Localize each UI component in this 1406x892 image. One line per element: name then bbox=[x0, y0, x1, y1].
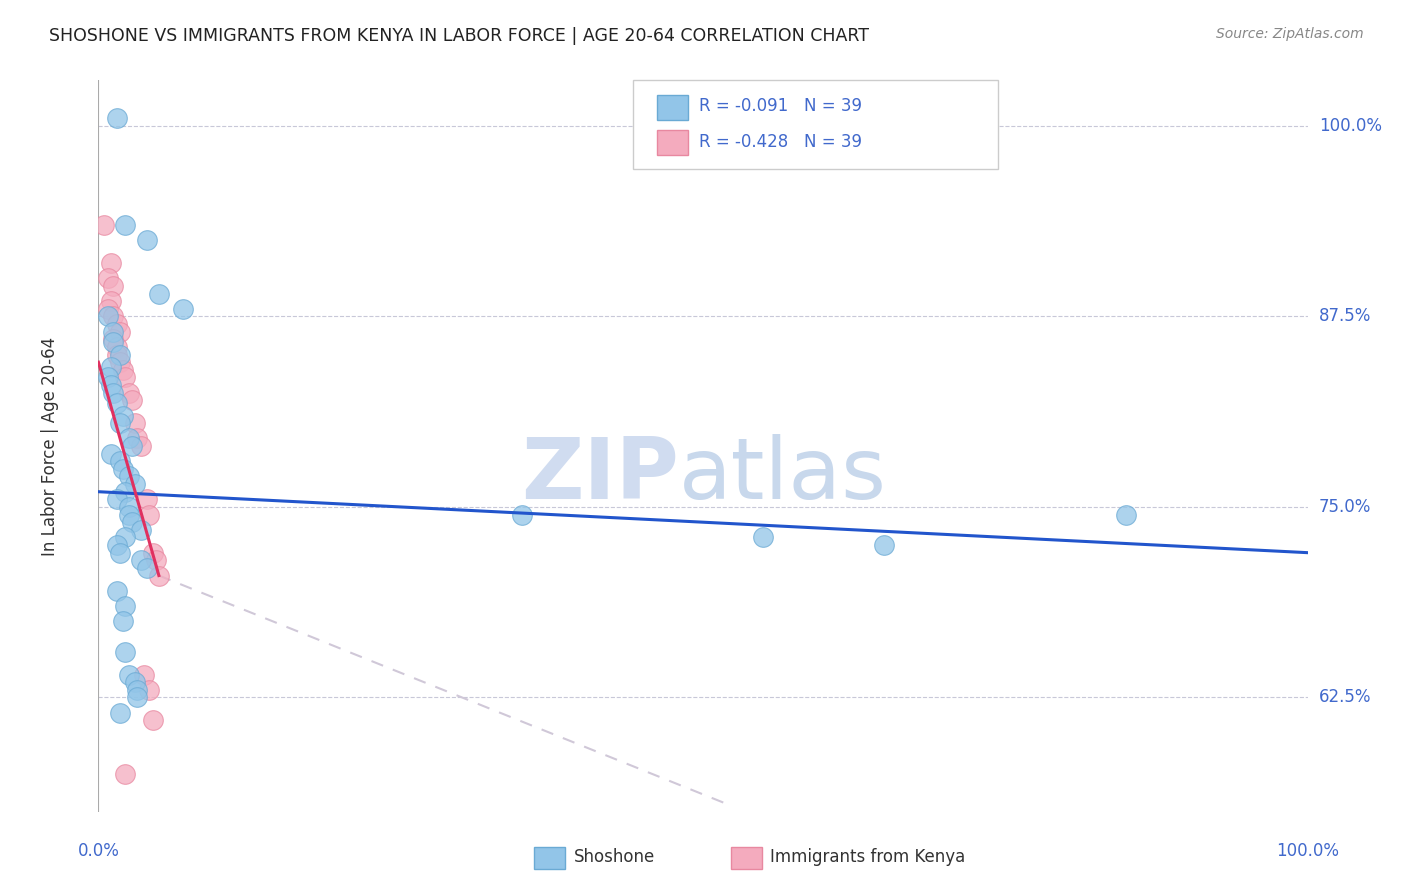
Point bbox=[105, 112, 128, 126]
Point bbox=[111, 614, 134, 628]
Point bbox=[111, 462, 134, 476]
Point bbox=[148, 568, 170, 582]
Point bbox=[127, 431, 149, 445]
Text: In Labor Force | Age 20-64: In Labor Force | Age 20-64 bbox=[41, 336, 59, 556]
Point bbox=[97, 301, 120, 316]
Text: atlas: atlas bbox=[679, 434, 887, 516]
Point bbox=[114, 370, 136, 384]
Point bbox=[105, 492, 128, 507]
Point bbox=[124, 675, 146, 690]
Point bbox=[121, 515, 143, 529]
Point bbox=[118, 431, 141, 445]
Point bbox=[114, 645, 136, 659]
Point bbox=[138, 682, 160, 697]
Point bbox=[97, 310, 120, 324]
Point bbox=[1115, 508, 1137, 522]
Text: Source: ZipAtlas.com: Source: ZipAtlas.com bbox=[1216, 27, 1364, 41]
Point bbox=[111, 363, 134, 377]
Point bbox=[105, 583, 128, 598]
Text: Immigrants from Kenya: Immigrants from Kenya bbox=[770, 848, 966, 866]
Point bbox=[101, 385, 124, 400]
Point bbox=[105, 340, 128, 354]
Point bbox=[129, 523, 152, 537]
Text: 75.0%: 75.0% bbox=[1319, 498, 1371, 516]
Point bbox=[129, 553, 152, 567]
Point bbox=[114, 484, 136, 499]
Point bbox=[114, 599, 136, 613]
Point bbox=[108, 546, 131, 560]
Point bbox=[101, 279, 124, 293]
Point bbox=[124, 416, 146, 430]
Point bbox=[101, 325, 124, 339]
Point bbox=[135, 561, 157, 575]
Point bbox=[105, 317, 128, 331]
Point bbox=[121, 439, 143, 453]
Text: Shoshone: Shoshone bbox=[574, 848, 655, 866]
Point bbox=[100, 359, 122, 374]
Point bbox=[118, 667, 141, 681]
Point bbox=[118, 508, 141, 522]
Text: R = -0.091   N = 39: R = -0.091 N = 39 bbox=[699, 97, 862, 115]
Point bbox=[135, 492, 157, 507]
Point bbox=[121, 393, 143, 408]
Point bbox=[97, 271, 120, 285]
Point bbox=[118, 385, 141, 400]
Point bbox=[100, 294, 122, 309]
Point bbox=[101, 310, 124, 324]
Point bbox=[135, 233, 157, 247]
Point bbox=[124, 477, 146, 491]
Point bbox=[142, 714, 165, 728]
Point bbox=[510, 508, 533, 522]
Point bbox=[108, 355, 131, 369]
Point bbox=[105, 538, 128, 552]
Text: ZIP: ZIP bbox=[522, 434, 679, 516]
Point bbox=[101, 332, 124, 346]
Point bbox=[100, 256, 122, 270]
Point bbox=[100, 447, 122, 461]
Point bbox=[134, 667, 156, 681]
Point bbox=[111, 409, 134, 423]
Point bbox=[145, 553, 167, 567]
Point bbox=[118, 500, 141, 514]
Point bbox=[127, 690, 149, 705]
Point bbox=[93, 218, 115, 232]
Point bbox=[142, 546, 165, 560]
Text: 100.0%: 100.0% bbox=[1277, 842, 1339, 860]
Point bbox=[752, 530, 775, 544]
Point bbox=[108, 416, 131, 430]
Point bbox=[129, 439, 152, 453]
Text: 100.0%: 100.0% bbox=[1319, 117, 1382, 135]
Text: SHOSHONE VS IMMIGRANTS FROM KENYA IN LABOR FORCE | AGE 20-64 CORRELATION CHART: SHOSHONE VS IMMIGRANTS FROM KENYA IN LAB… bbox=[49, 27, 869, 45]
Text: 87.5%: 87.5% bbox=[1319, 308, 1371, 326]
Point bbox=[105, 396, 128, 410]
Point bbox=[108, 454, 131, 468]
Point bbox=[114, 530, 136, 544]
Point bbox=[873, 538, 896, 552]
Text: 0.0%: 0.0% bbox=[77, 842, 120, 860]
Point bbox=[118, 469, 141, 483]
Point bbox=[108, 325, 131, 339]
Point bbox=[114, 218, 136, 232]
Point bbox=[101, 335, 124, 350]
Text: R = -0.428   N = 39: R = -0.428 N = 39 bbox=[699, 133, 862, 151]
Point bbox=[108, 347, 131, 362]
Point bbox=[108, 706, 131, 720]
Point bbox=[148, 286, 170, 301]
Point bbox=[172, 301, 194, 316]
Point bbox=[105, 347, 128, 362]
Point bbox=[127, 682, 149, 697]
Point bbox=[114, 766, 136, 780]
Text: 62.5%: 62.5% bbox=[1319, 689, 1371, 706]
Point bbox=[100, 378, 122, 392]
Point bbox=[97, 370, 120, 384]
Point bbox=[138, 508, 160, 522]
